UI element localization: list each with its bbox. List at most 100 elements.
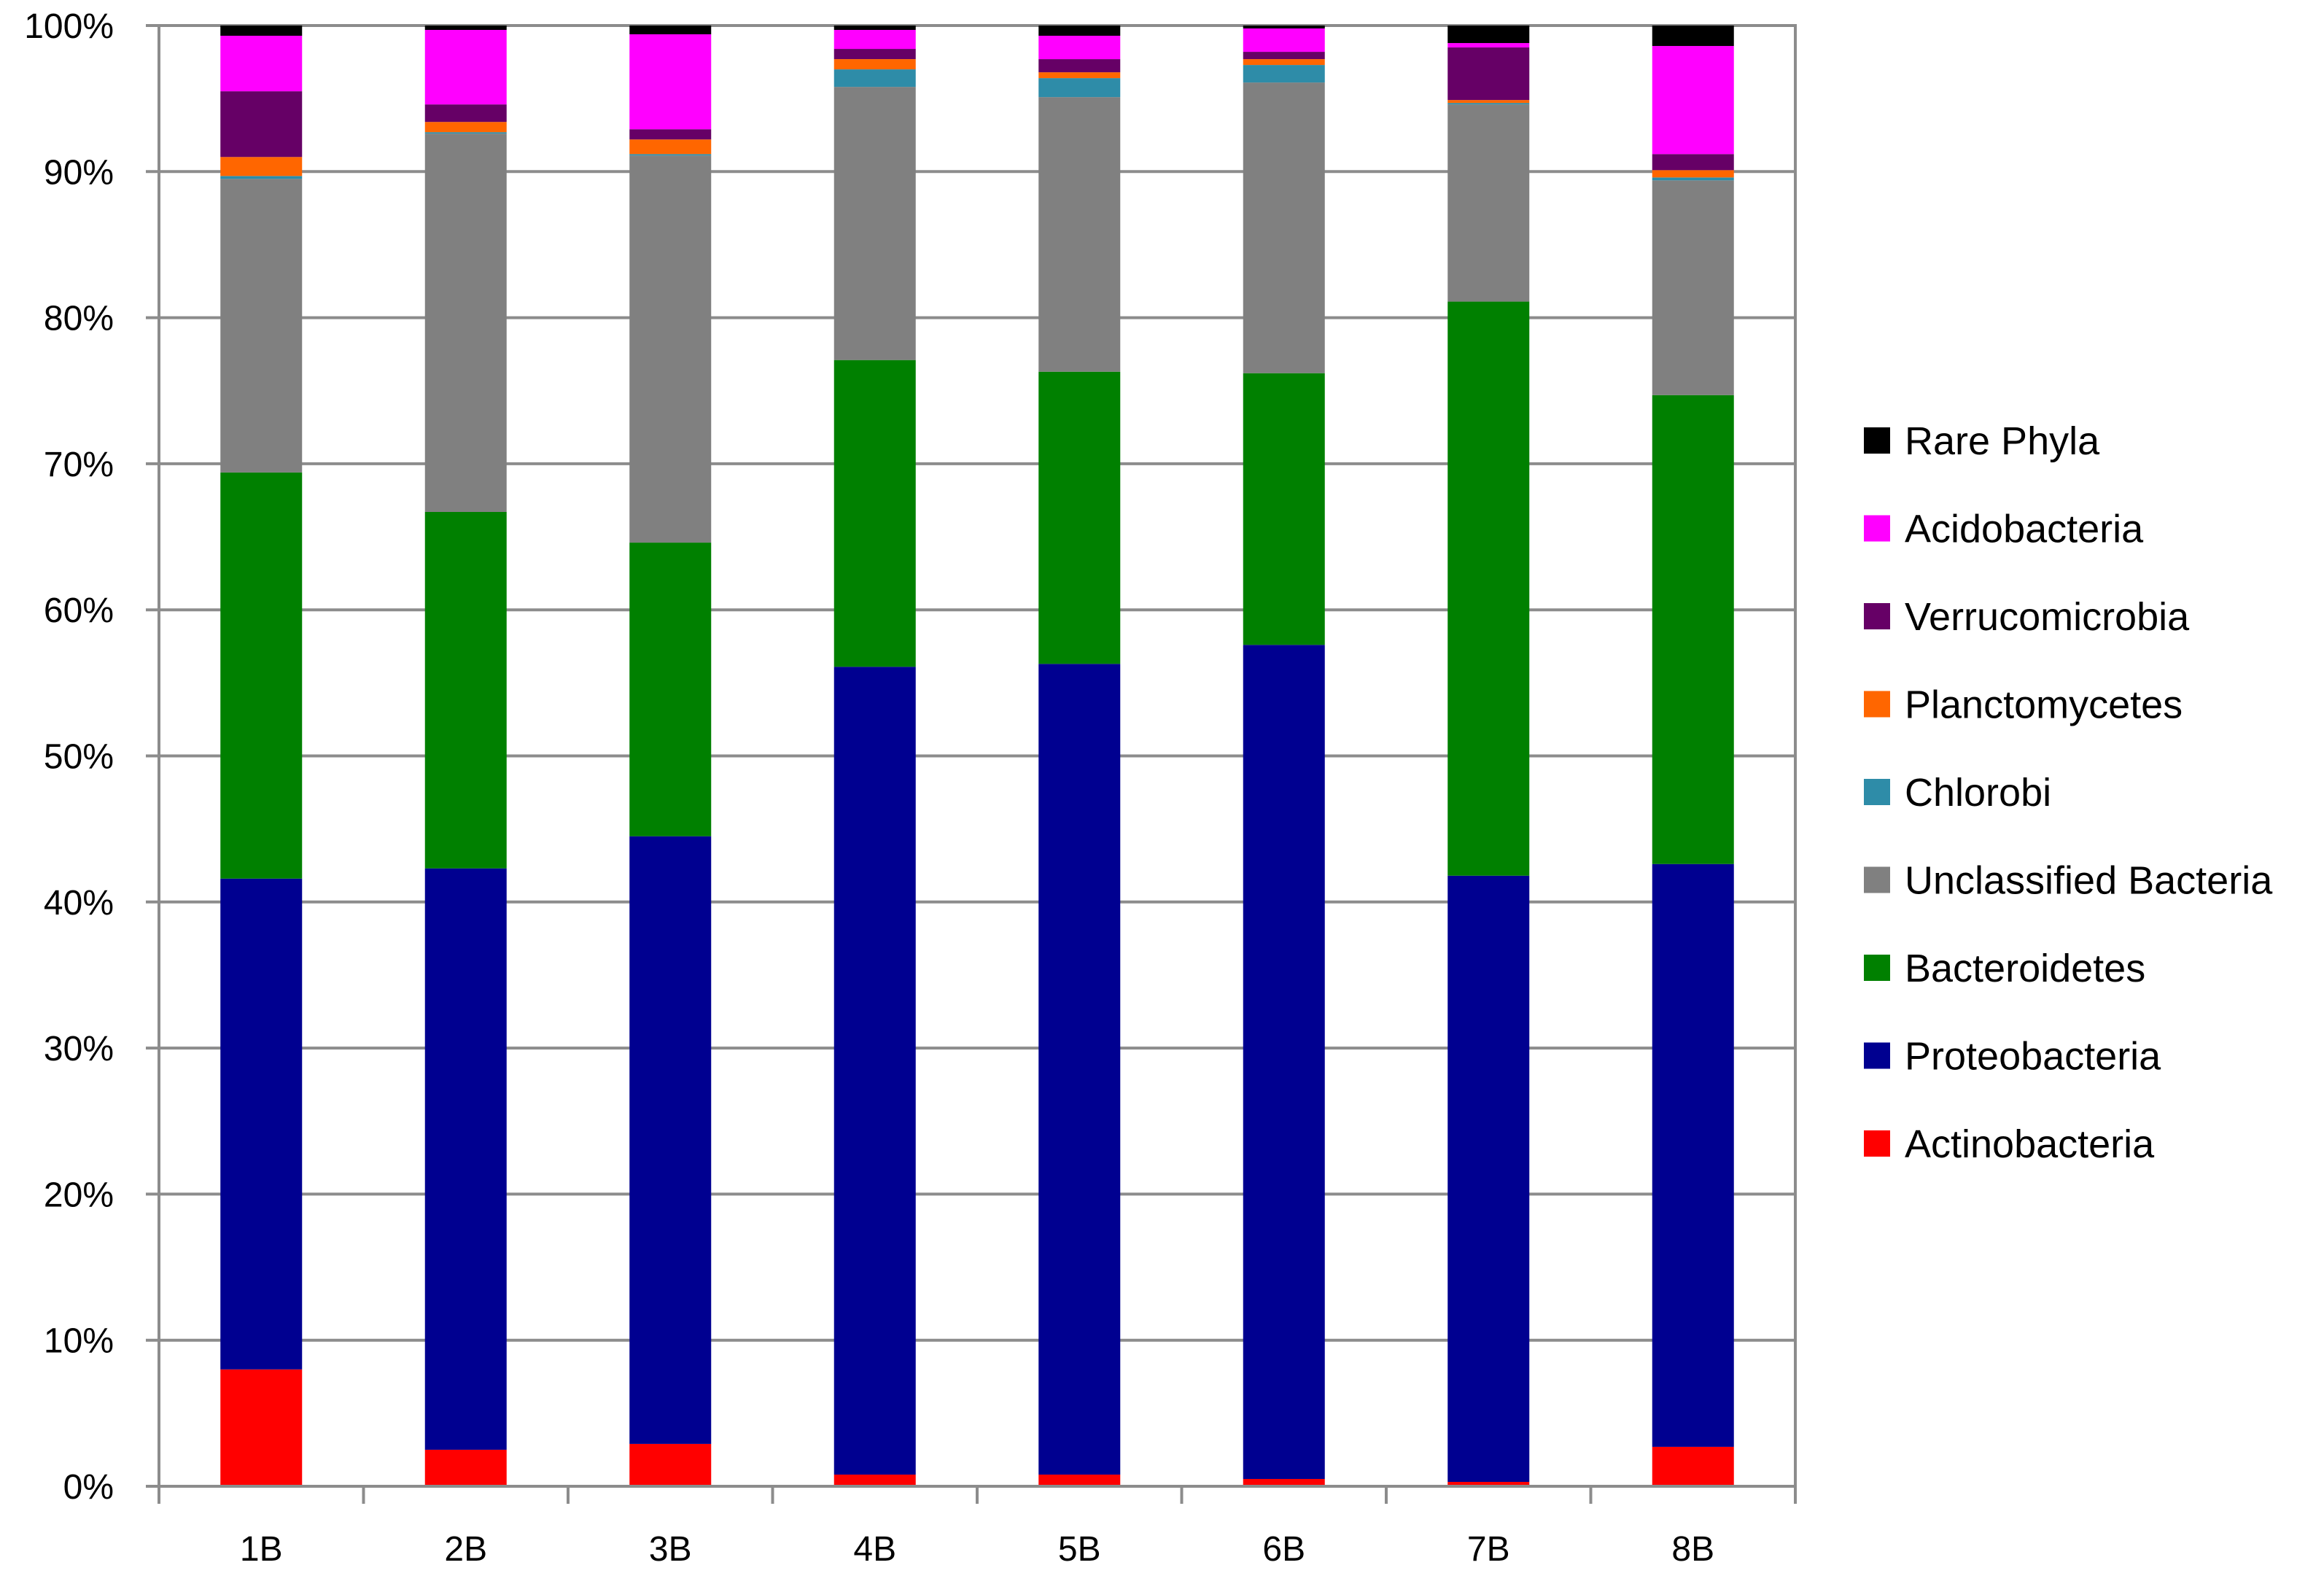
bar-segment bbox=[833, 30, 916, 50]
legend-label: Rare Phyla bbox=[1905, 419, 2100, 463]
bar-segment bbox=[1243, 373, 1325, 645]
bar-segment bbox=[1038, 1474, 1121, 1486]
legend-label: Unclassified Bacteria bbox=[1905, 859, 2273, 903]
bar-segment bbox=[629, 155, 712, 543]
bar-segment bbox=[424, 511, 507, 869]
bar-segment bbox=[1447, 104, 1530, 302]
x-tick-label: 6B bbox=[1262, 1530, 1305, 1569]
bar-segment bbox=[1652, 154, 1734, 171]
bar-segment bbox=[833, 360, 916, 667]
bar-segment bbox=[1447, 43, 1530, 48]
bar-segment bbox=[1243, 28, 1325, 53]
bar-segment bbox=[1243, 1478, 1325, 1486]
y-tick-label: 100% bbox=[24, 7, 114, 46]
bar-segment bbox=[1447, 100, 1530, 104]
bar-segment bbox=[1243, 65, 1325, 83]
axes: 0% 10% 20% 30% 40% 50% 60% 70% 80% 90% 100% 1B 2B 3B 4… bbox=[24, 7, 1797, 1569]
bar-segment bbox=[1243, 26, 1325, 29]
bar-segment bbox=[424, 122, 507, 133]
bar-segment bbox=[1243, 82, 1325, 373]
y-tick-label: 10% bbox=[44, 1322, 114, 1361]
legend-swatch bbox=[1864, 515, 1890, 542]
bar-segment bbox=[220, 878, 303, 1370]
bar-segment bbox=[1652, 46, 1734, 155]
legend-label: Chlorobi bbox=[1905, 771, 2051, 815]
bar-segment bbox=[1038, 59, 1121, 73]
legend-label: Planctomycetes bbox=[1905, 683, 2183, 727]
y-tick-label: 70% bbox=[44, 446, 114, 484]
bar-segment bbox=[1038, 72, 1121, 79]
bar-segment bbox=[424, 30, 507, 105]
x-tick-label: 2B bbox=[444, 1530, 487, 1569]
bar-segment bbox=[1652, 180, 1734, 395]
x-tick-label: 3B bbox=[649, 1530, 692, 1569]
bar-segment bbox=[833, 59, 916, 70]
y-tick-label: 60% bbox=[44, 591, 114, 630]
bar-segment bbox=[1447, 301, 1530, 876]
bar-segment bbox=[833, 87, 916, 360]
bar-segment bbox=[1038, 664, 1121, 1475]
bar-segment bbox=[1038, 78, 1121, 98]
bar-segment bbox=[629, 34, 712, 130]
bar-segment bbox=[1652, 170, 1734, 178]
y-tick-label: 0% bbox=[63, 1468, 114, 1507]
x-tick-label: 4B bbox=[853, 1530, 896, 1569]
bar-segment bbox=[220, 179, 303, 473]
bar-segment bbox=[424, 104, 507, 123]
bar-segment bbox=[1243, 645, 1325, 1479]
bar-segment bbox=[1243, 59, 1325, 66]
bar-segment bbox=[220, 1369, 303, 1486]
bar-segment bbox=[1447, 103, 1530, 105]
gridlines bbox=[159, 24, 1795, 1342]
bar-segment bbox=[629, 1443, 712, 1486]
y-tick-label: 40% bbox=[44, 884, 114, 923]
bar-segment bbox=[629, 543, 712, 836]
legend-swatch bbox=[1864, 1042, 1890, 1069]
bar-segment bbox=[1243, 52, 1325, 60]
legend-swatch bbox=[1864, 427, 1890, 454]
bar-segment bbox=[833, 49, 916, 60]
bar-segment bbox=[1038, 36, 1121, 60]
legend-swatch bbox=[1864, 955, 1890, 981]
bar-segment bbox=[220, 157, 303, 176]
bar-segment bbox=[1652, 26, 1734, 47]
x-tick-label: 8B bbox=[1671, 1530, 1714, 1569]
bars bbox=[220, 26, 1734, 1486]
legend-label: Actinobacteria bbox=[1905, 1122, 2155, 1166]
y-tick-label: 30% bbox=[44, 1030, 114, 1068]
bar-segment bbox=[220, 472, 303, 879]
legend-label: Proteobacteria bbox=[1905, 1035, 2161, 1079]
bar-segment bbox=[1652, 863, 1734, 1447]
legend-swatch bbox=[1864, 779, 1890, 805]
bar-segment bbox=[424, 868, 507, 1450]
bar-segment bbox=[1652, 1446, 1734, 1486]
bar-segment bbox=[833, 667, 916, 1475]
bar-segment bbox=[833, 69, 916, 88]
bar-segment bbox=[1038, 97, 1121, 372]
bar-segment bbox=[220, 91, 303, 158]
bar-segment bbox=[220, 36, 303, 92]
bar-segment bbox=[1652, 177, 1734, 181]
legend-swatch bbox=[1864, 866, 1890, 893]
bar-segment bbox=[424, 1449, 507, 1486]
x-tick-label: 7B bbox=[1467, 1530, 1510, 1569]
legend: Rare Phyla Acidobacteria Verrucomicrobia Pl… bbox=[1864, 419, 2273, 1166]
legend-label: Verrucomicrobia bbox=[1905, 595, 2190, 639]
legend-label: Bacteroidetes bbox=[1905, 947, 2145, 990]
legend-label: Acidobacteria bbox=[1905, 508, 2144, 551]
bar-segment bbox=[629, 139, 712, 155]
bar-segment bbox=[1447, 26, 1530, 44]
y-tick-label: 90% bbox=[44, 153, 114, 192]
bar-segment bbox=[1447, 875, 1530, 1482]
y-tick-label: 20% bbox=[44, 1176, 114, 1214]
bar-segment bbox=[629, 129, 712, 140]
bar-segment bbox=[220, 176, 303, 179]
y-tick-label: 50% bbox=[44, 738, 114, 777]
bar-segment bbox=[220, 26, 303, 36]
bar-segment bbox=[1038, 371, 1121, 664]
legend-swatch bbox=[1864, 691, 1890, 718]
bar-segment bbox=[1447, 1481, 1530, 1486]
x-tick-label: 5B bbox=[1058, 1530, 1101, 1569]
bar-segment bbox=[629, 836, 712, 1444]
